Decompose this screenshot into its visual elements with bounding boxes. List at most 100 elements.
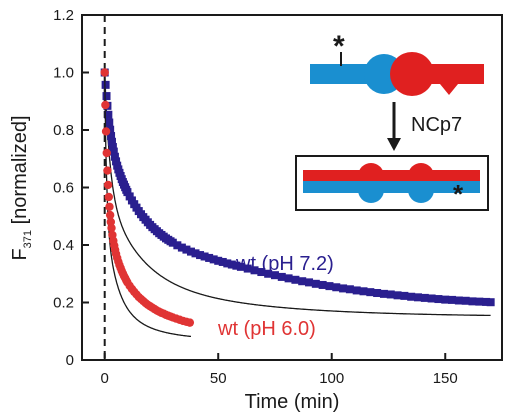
schematic-arrow-head <box>387 138 401 151</box>
data-point <box>414 293 422 302</box>
data-point <box>311 279 320 288</box>
y-tick-label: 1.0 <box>53 65 74 82</box>
data-point <box>393 291 402 300</box>
annotation-wt-ph72: wt (pH 7.2) <box>235 253 334 275</box>
data-point <box>250 266 259 275</box>
data-point <box>105 118 114 127</box>
schematic-ncp7-label: NCp7 <box>411 114 462 136</box>
data-point <box>305 278 314 287</box>
data-point <box>352 286 361 295</box>
data-point <box>209 255 218 264</box>
data-point <box>110 152 119 161</box>
data-point <box>386 290 395 299</box>
data-point <box>101 100 110 110</box>
data-point <box>125 192 134 201</box>
data-point <box>105 210 115 220</box>
data-point <box>112 157 121 166</box>
data-point <box>102 92 111 101</box>
data-point <box>461 296 470 305</box>
data-point <box>101 80 110 89</box>
data-point <box>243 264 252 273</box>
data-point <box>420 293 429 302</box>
data-point <box>257 268 266 277</box>
data-point <box>264 269 273 278</box>
x-axis-ticks: 0 50 100 150 <box>101 353 458 387</box>
schematic-box <box>295 155 489 211</box>
schematic-bottom-red-strand <box>303 170 480 181</box>
data-point <box>223 259 232 268</box>
data-point <box>102 148 111 158</box>
data-point <box>105 202 114 211</box>
data-point <box>104 110 113 119</box>
data-point <box>318 280 327 289</box>
schematic-red-strand <box>412 64 484 84</box>
data-point <box>107 132 116 141</box>
data-point <box>123 188 132 197</box>
data-point <box>434 295 443 304</box>
data-point <box>298 277 307 286</box>
y-axis-ticks: 0 0.2 0.4 0.6 0.8 1.0 1.2 <box>53 7 89 369</box>
data-point <box>200 252 209 261</box>
annotation-wt-ph60: wt (pH 6.0) <box>217 318 316 340</box>
y-axis-title-main: F <box>9 248 31 260</box>
data-point <box>359 287 368 296</box>
data-point <box>468 297 477 306</box>
schematic-diagram: * NCp7 * <box>295 30 489 211</box>
schematic-red-bulge <box>440 84 458 95</box>
x-tick-label: 150 <box>433 370 458 387</box>
data-point <box>108 142 117 151</box>
data-point <box>103 180 113 190</box>
data-point <box>107 137 116 146</box>
data-point <box>205 253 214 262</box>
data-point <box>232 261 241 270</box>
schematic-star-bottom: * <box>453 179 464 209</box>
data-point <box>177 243 186 252</box>
data-point <box>185 318 195 327</box>
data-point <box>291 275 300 284</box>
data-point <box>332 283 341 292</box>
data-point <box>218 257 227 266</box>
fit-curve <box>104 72 191 338</box>
data-point <box>482 297 491 306</box>
y-tick-label: 0.6 <box>53 180 74 197</box>
data-point <box>400 291 409 300</box>
data-point <box>109 147 118 156</box>
data-point <box>103 166 112 175</box>
schematic-star-top: * <box>333 30 345 63</box>
series-wt-ph60 <box>100 68 195 338</box>
y-tick-label: 0.4 <box>53 237 74 254</box>
data-point <box>168 238 177 247</box>
data-point <box>100 68 109 77</box>
data-point <box>227 260 236 269</box>
data-point <box>277 272 286 281</box>
data-point <box>366 288 375 297</box>
data-point <box>373 289 382 298</box>
y-tick-label: 0 <box>66 352 74 369</box>
data-point <box>101 127 111 136</box>
data-point <box>284 274 293 283</box>
data-point <box>191 249 200 258</box>
data-point <box>448 295 457 304</box>
data-point <box>186 247 195 256</box>
x-axis-title: Time (min) <box>245 391 340 413</box>
y-axis-title-rest: [normalized] <box>9 115 31 230</box>
data-point <box>104 192 113 202</box>
data-point <box>339 284 348 293</box>
schematic-bottom-blue-strand <box>303 181 480 193</box>
y-tick-label: 0.8 <box>53 122 74 139</box>
y-tick-label: 0.2 <box>53 295 74 312</box>
data-point <box>196 251 205 260</box>
schematic-bottom-duplex: * <box>303 163 480 209</box>
data-point <box>106 125 115 134</box>
data-point <box>475 297 484 306</box>
data-point <box>486 298 495 307</box>
x-tick-label: 100 <box>319 370 344 387</box>
schematic-top-duplex: * <box>310 30 484 96</box>
data-point <box>236 262 245 271</box>
y-tick-label: 1.2 <box>53 7 74 24</box>
data-series <box>100 68 495 338</box>
data-point <box>379 289 388 298</box>
y-axis-title-subscript: 371 <box>22 230 34 248</box>
data-point <box>214 256 223 265</box>
